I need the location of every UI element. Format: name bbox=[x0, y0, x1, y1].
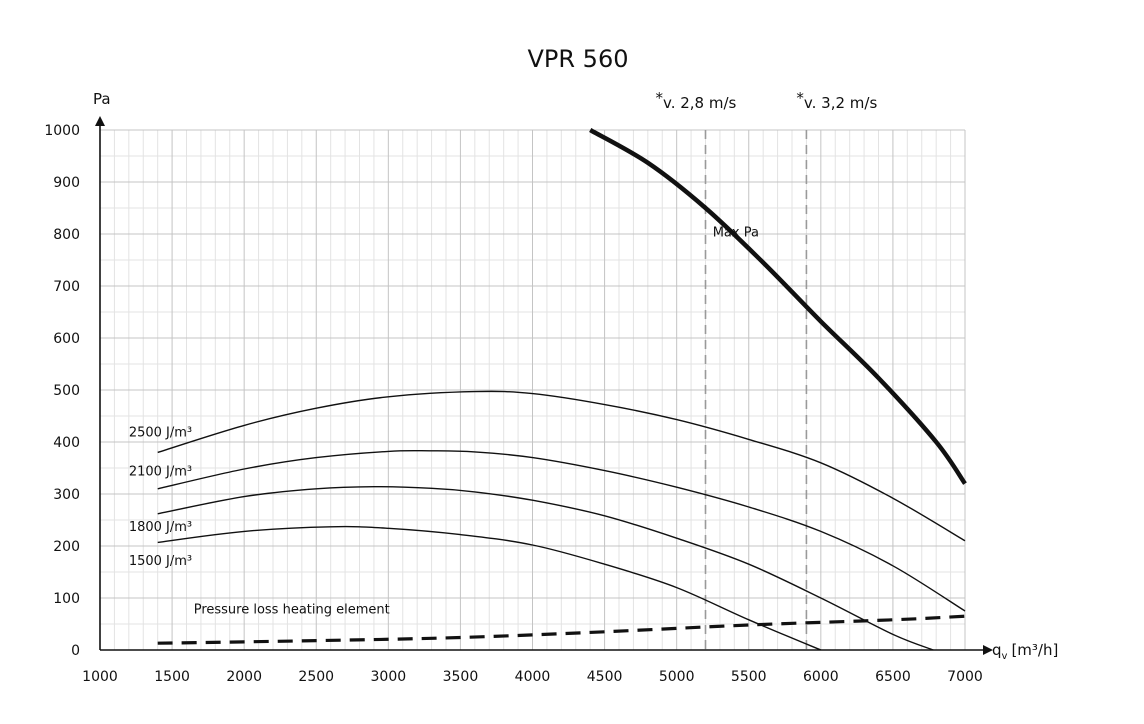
y-tick-label: 800 bbox=[53, 227, 80, 243]
x-tick-label: 3000 bbox=[371, 669, 407, 685]
series-line-2500-j-m bbox=[157, 390, 966, 542]
x-tick-label: 4000 bbox=[515, 669, 551, 685]
x-axis-label-unit: [m³/h] bbox=[1011, 641, 1058, 659]
y-tick-label: 500 bbox=[53, 383, 80, 399]
x-tick-label: 7000 bbox=[947, 669, 983, 685]
velocity-label-2: *v. 3,2 m/s bbox=[796, 89, 877, 112]
series-line-pressure-loss-heating-element bbox=[157, 614, 966, 645]
x-tick-label: 2500 bbox=[298, 669, 334, 685]
x-axis-label-sub: v bbox=[1002, 651, 1008, 662]
y-tick-label: 0 bbox=[71, 643, 80, 659]
major-grid bbox=[100, 129, 966, 650]
series-label-2500-j-m: 2500 J/m³ bbox=[129, 426, 192, 441]
series-label-2100-j-m: 2100 J/m³ bbox=[129, 465, 192, 480]
series-labels: 2500 J/m³ 2100 J/m³ 1800 J/m³ 1500 J/m³ Max … bbox=[129, 225, 759, 617]
velocity-label-text: v. 2,8 m/s bbox=[663, 94, 737, 112]
velocity-lines: *v. 2,8 m/s *v. 3,2 m/s bbox=[656, 89, 877, 650]
y-tick-label: 300 bbox=[53, 487, 80, 503]
x-axis-arrow bbox=[983, 645, 993, 655]
x-tick-label: 1000 bbox=[82, 669, 118, 685]
y-tick-label: 700 bbox=[53, 279, 80, 295]
x-tick-label: 1500 bbox=[154, 669, 190, 685]
x-tick-label: 5500 bbox=[731, 669, 767, 685]
series-label-1800-j-m: 1800 J/m³ bbox=[129, 520, 192, 535]
tick-labels: 1000 1500 2000 2500 3000 3500 4000 4500 5000 5500… bbox=[44, 123, 982, 685]
x-tick-label: 4500 bbox=[587, 669, 623, 685]
x-tick-label: 5000 bbox=[659, 669, 695, 685]
y-tick-label: 1000 bbox=[44, 123, 80, 139]
velocity-label-text: v. 3,2 m/s bbox=[804, 94, 878, 112]
series-label-max-pa: Max Pa bbox=[713, 225, 759, 240]
x-tick-label: 2000 bbox=[226, 669, 262, 685]
y-axis-arrow bbox=[95, 116, 105, 126]
series-line-1800-j-m bbox=[157, 485, 934, 651]
x-tick-label: 6000 bbox=[803, 669, 839, 685]
series-group bbox=[157, 128, 967, 651]
series-line-2100-j-m bbox=[157, 449, 966, 612]
velocity-label-star: * bbox=[796, 89, 804, 107]
velocity-label-star: * bbox=[656, 89, 664, 107]
x-axis-label: qv [m³/h] bbox=[992, 641, 1058, 662]
y-tick-label: 200 bbox=[53, 539, 80, 555]
y-tick-label: 900 bbox=[53, 175, 80, 191]
y-tick-label: 400 bbox=[53, 435, 80, 451]
series-label-pressure-loss-heating-element: Pressure loss heating element bbox=[194, 602, 390, 617]
y-tick-label: 100 bbox=[53, 591, 80, 607]
series-line-max-pa bbox=[589, 128, 967, 485]
series-line-1500-j-m bbox=[157, 525, 822, 651]
chart-title: VPR 560 bbox=[527, 45, 628, 73]
x-tick-label: 3500 bbox=[443, 669, 479, 685]
x-tick-label: 6500 bbox=[875, 669, 911, 685]
series-label-1500-j-m: 1500 J/m³ bbox=[129, 554, 192, 569]
y-tick-label: 600 bbox=[53, 331, 80, 347]
velocity-label-1: *v. 2,8 m/s bbox=[656, 89, 737, 112]
y-axis-label: Pa bbox=[93, 90, 111, 108]
axes bbox=[95, 116, 993, 655]
x-axis-label-q: q bbox=[992, 641, 1002, 659]
